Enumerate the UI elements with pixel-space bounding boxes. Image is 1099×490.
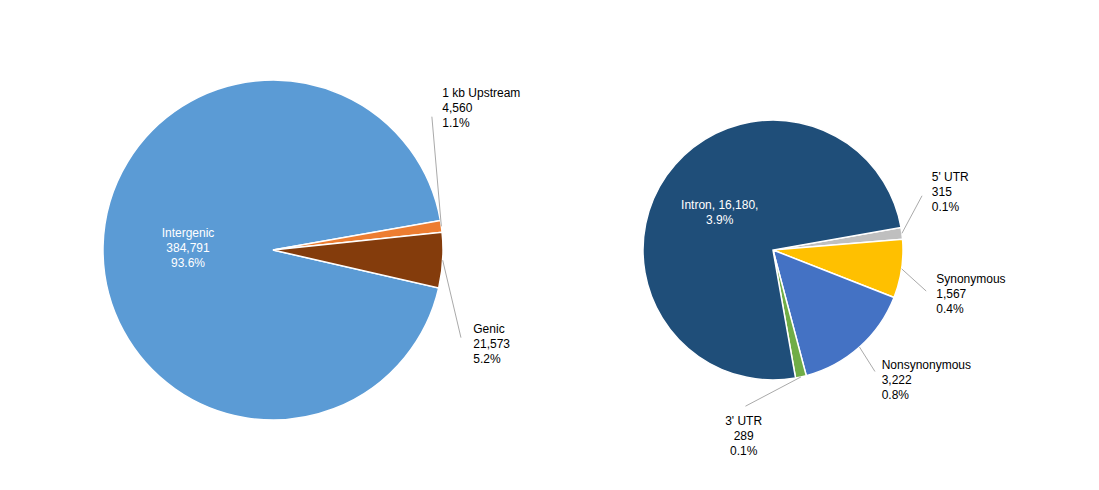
svg-text:Nonsynonymous3,2220.8%: Nonsynonymous3,2220.8% bbox=[882, 358, 971, 402]
svg-text:5' UTR3150.1%: 5' UTR3150.1% bbox=[932, 170, 969, 214]
svg-text:3' UTR2890.1%: 3' UTR2890.1% bbox=[725, 414, 762, 458]
svg-text:1 kb Upstream4,5601.1%: 1 kb Upstream4,5601.1% bbox=[442, 86, 520, 130]
svg-text:Synonymous1,5670.4%: Synonymous1,5670.4% bbox=[936, 272, 1005, 316]
svg-text:Intron, 16,180,3.9%: Intron, 16,180,3.9% bbox=[681, 198, 758, 227]
svg-text:Intergenic384,79193.6%: Intergenic384,79193.6% bbox=[162, 226, 215, 270]
svg-text:Genic21,5735.2%: Genic21,5735.2% bbox=[473, 322, 510, 366]
